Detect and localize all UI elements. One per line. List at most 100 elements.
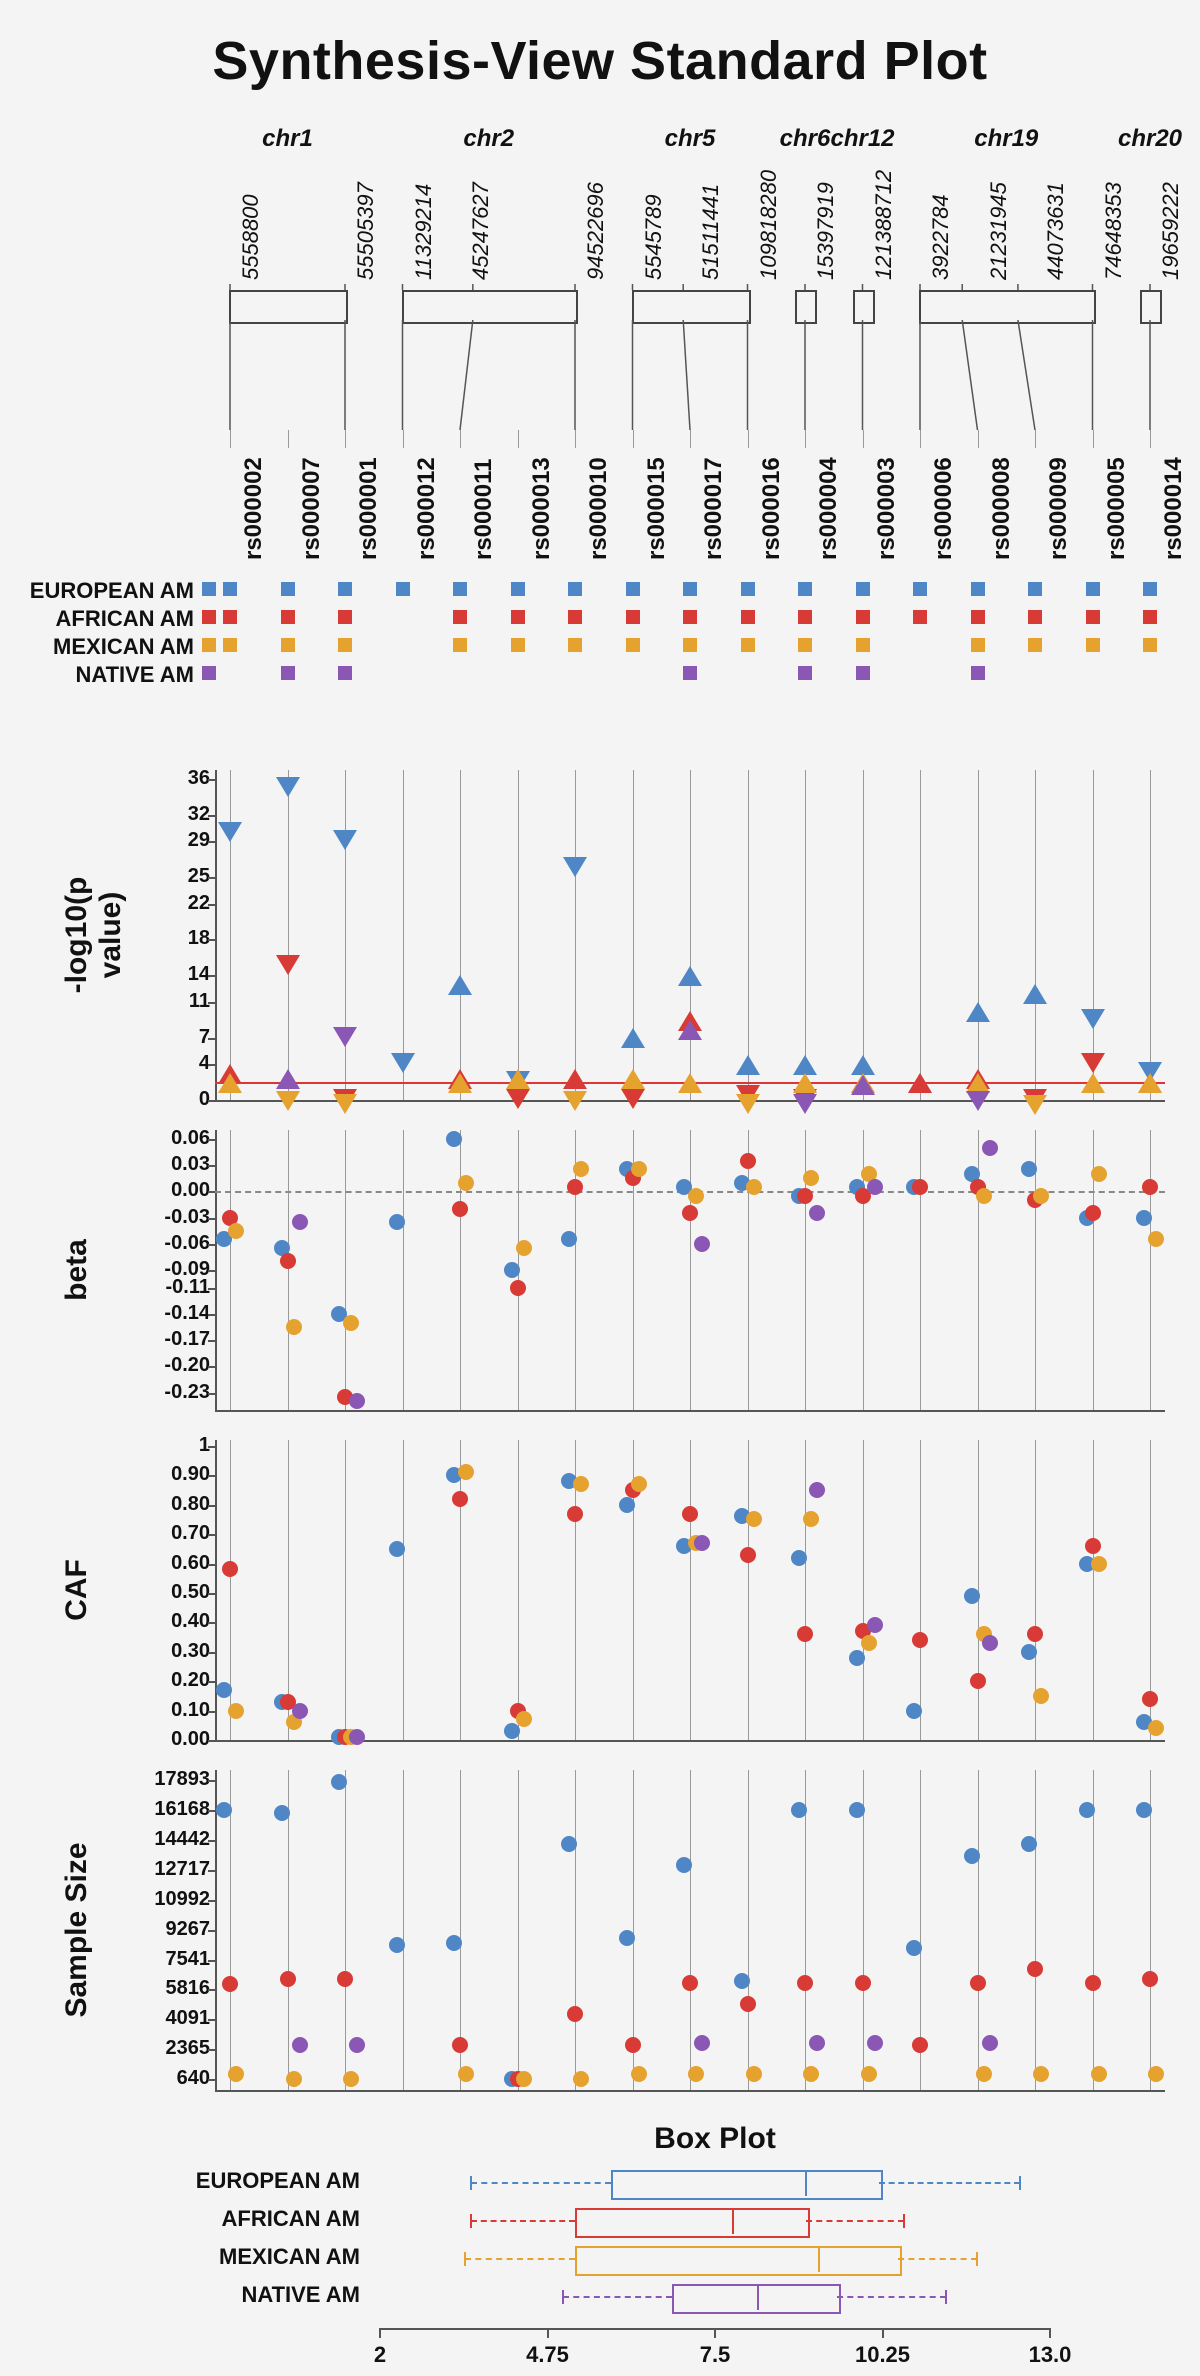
caf-dot-marker <box>389 1541 405 1557</box>
beta-dot-marker <box>280 1253 296 1269</box>
samplesize-dot-marker <box>682 1975 698 1991</box>
snp-population-presence-icon <box>223 638 237 652</box>
snp-population-presence-icon <box>281 582 295 596</box>
samplesize-dot-marker <box>222 1976 238 1992</box>
pvalue-ytick: 25 <box>100 865 210 888</box>
vertical-gridline <box>920 1440 921 1740</box>
snp-population-presence-icon <box>971 582 985 596</box>
beta-dot-marker <box>446 1131 462 1147</box>
boxplot-whisker-cap <box>562 2290 564 2304</box>
caf-dot-marker <box>458 1464 474 1480</box>
sample-axis-label: Sample Size <box>60 1830 94 2030</box>
column-guide-line <box>920 430 921 448</box>
chromosome-position-box <box>229 290 348 324</box>
pvalue-triangle-marker <box>563 1069 587 1089</box>
column-guide-line <box>1035 430 1036 448</box>
pvalue-ytick: 29 <box>100 829 210 852</box>
snp-population-presence-icon <box>1086 582 1100 596</box>
caf-dot-marker <box>1148 1720 1164 1736</box>
vertical-gridline <box>460 1130 461 1410</box>
boxplot-tick-mark <box>882 2328 884 2338</box>
caf-dot-marker <box>849 1650 865 1666</box>
chromosome-position-box <box>919 290 1096 324</box>
snp-population-presence-icon <box>223 582 237 596</box>
pvalue-triangle-marker <box>678 966 702 986</box>
boxplot-whisker-cap <box>903 2214 905 2228</box>
beta-ytick: -0.23 <box>100 1381 210 1404</box>
snp-population-presence-icon <box>741 638 755 652</box>
snp-population-presence-icon <box>338 582 352 596</box>
snp-position-label: 15397919 <box>813 182 839 280</box>
pvalue-triangle-marker <box>276 1069 300 1089</box>
vertical-gridline <box>518 1770 519 2090</box>
pvalue-triangle-marker <box>736 1055 760 1075</box>
vertical-gridline <box>518 1440 519 1740</box>
ytick-mark <box>208 1100 215 1102</box>
vertical-gridline <box>920 1130 921 1410</box>
pvalue-triangle-marker <box>563 857 587 877</box>
caf-dot-marker <box>970 1673 986 1689</box>
snp-rsid-label: rs000007 <box>298 457 326 560</box>
vertical-gridline <box>345 770 346 1100</box>
snp-population-presence-icon <box>741 582 755 596</box>
caf-dot-marker <box>867 1617 883 1633</box>
vertical-gridline <box>690 770 691 1100</box>
samplesize-dot-marker <box>452 2037 468 2053</box>
snp-population-presence-icon <box>281 666 295 680</box>
boxplot-tick-label: 2 <box>340 2342 420 2368</box>
vertical-gridline <box>748 770 749 1100</box>
snp-population-presence-icon <box>971 666 985 680</box>
column-guide-line <box>403 430 404 448</box>
caf-ytick: 0.90 <box>100 1463 210 1486</box>
snp-rsid-label: rs000002 <box>240 457 268 560</box>
chromosome-label: chr12 <box>803 125 923 153</box>
samplesize-dot-marker <box>349 2037 365 2053</box>
vertical-gridline <box>748 1770 749 2090</box>
samplesize-dot-marker <box>849 1802 865 1818</box>
boxplot-median <box>757 2284 759 2310</box>
caf-dot-marker <box>964 1588 980 1604</box>
snp-population-presence-icon <box>568 582 582 596</box>
snp-population-presence-icon <box>856 666 870 680</box>
caf-ytick: 0.80 <box>100 1493 210 1516</box>
column-guide-line <box>345 430 346 448</box>
vertical-gridline <box>690 1770 691 2090</box>
beta-ytick: 0.06 <box>100 1127 210 1150</box>
ytick-mark <box>208 1165 215 1167</box>
vertical-gridline <box>1150 1130 1151 1410</box>
snp-population-presence-icon <box>1143 582 1157 596</box>
beta-dot-marker <box>682 1205 698 1221</box>
sample-ytick: 5816 <box>100 1977 210 2000</box>
snp-population-presence-icon <box>1028 610 1042 624</box>
ytick-mark <box>208 877 215 879</box>
vertical-gridline <box>288 1130 289 1410</box>
snp-population-presence-icon <box>798 582 812 596</box>
snp-population-presence-icon <box>798 610 812 624</box>
samplesize-dot-marker <box>619 1930 635 1946</box>
vertical-gridline <box>690 1130 691 1410</box>
vertical-gridline <box>518 770 519 1100</box>
population-label: NATIVE AM <box>0 662 194 688</box>
column-guide-line <box>288 430 289 448</box>
vertical-gridline <box>230 770 231 1100</box>
sample-ytick: 4091 <box>100 2007 210 2030</box>
pvalue-triangle-marker <box>1023 1095 1047 1115</box>
beta-dot-marker <box>982 1140 998 1156</box>
pvalue-triangle-marker <box>218 1073 242 1093</box>
snp-population-presence-icon <box>511 638 525 652</box>
caf-dot-marker <box>567 1506 583 1522</box>
boxplot-whisker <box>898 2258 977 2260</box>
chromosome-label: chr1 <box>228 125 348 153</box>
vertical-gridline <box>805 770 806 1100</box>
snp-position-label: 3922784 <box>928 194 954 280</box>
beta-dot-marker <box>504 1262 520 1278</box>
snp-population-presence-icon <box>338 638 352 652</box>
snp-rsid-label: rs000015 <box>643 457 671 560</box>
pvalue-triangle-marker <box>276 1091 300 1111</box>
ytick-mark <box>208 1139 215 1141</box>
boxplot-whisker-cap <box>945 2290 947 2304</box>
snp-position-label: 109818280 <box>756 170 782 280</box>
boxplot-whisker <box>465 2258 575 2260</box>
samplesize-dot-marker <box>740 1996 756 2012</box>
samplesize-dot-marker <box>797 1975 813 1991</box>
